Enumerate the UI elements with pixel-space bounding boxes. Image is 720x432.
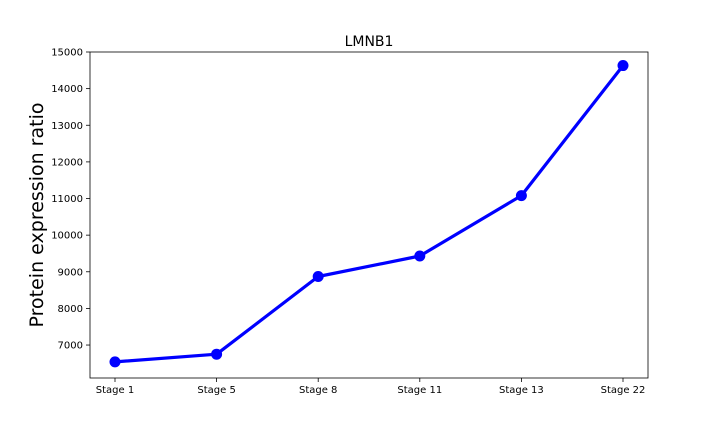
- y-tick-label: 10000: [51, 231, 83, 242]
- x-axis: Stage 1 Stage 5 Stage 8 Stage 11 Stage 13 Sta…: [96, 378, 646, 396]
- y-tick-label: 12000: [51, 157, 83, 168]
- data-point: [414, 250, 426, 262]
- data-point: [211, 348, 223, 360]
- chart-title: LMNB1: [345, 34, 394, 50]
- x-tick-label: Stage 11: [397, 385, 442, 396]
- y-tick-label: 15000: [51, 48, 83, 59]
- y-tick-label: 7000: [58, 341, 83, 352]
- y-tick-label: 14000: [51, 84, 83, 95]
- y-tick-label: 9000: [58, 267, 83, 278]
- series-layer: [109, 60, 629, 368]
- data-point: [617, 60, 629, 72]
- y-tick-label: 8000: [58, 304, 83, 315]
- x-tick-label: Stage 13: [499, 385, 544, 396]
- plot-area: [89, 51, 649, 379]
- y-tick-label: 11000: [51, 194, 83, 205]
- x-tick-label: Stage 8: [299, 385, 337, 396]
- data-point: [515, 190, 527, 202]
- x-tick-label: Stage 5: [197, 385, 235, 396]
- y-axis: 7000 8000 9000 10000 11000 12000 13000 14000 150…: [51, 48, 90, 352]
- y-axis-label: Protein expression ratio: [26, 103, 48, 328]
- x-tick-label: Stage 1: [96, 385, 134, 396]
- y-tick-label: 13000: [51, 121, 83, 132]
- data-point: [109, 356, 121, 368]
- series-line: [114, 64, 625, 364]
- data-point: [312, 271, 324, 283]
- x-tick-label: Stage 22: [601, 385, 646, 396]
